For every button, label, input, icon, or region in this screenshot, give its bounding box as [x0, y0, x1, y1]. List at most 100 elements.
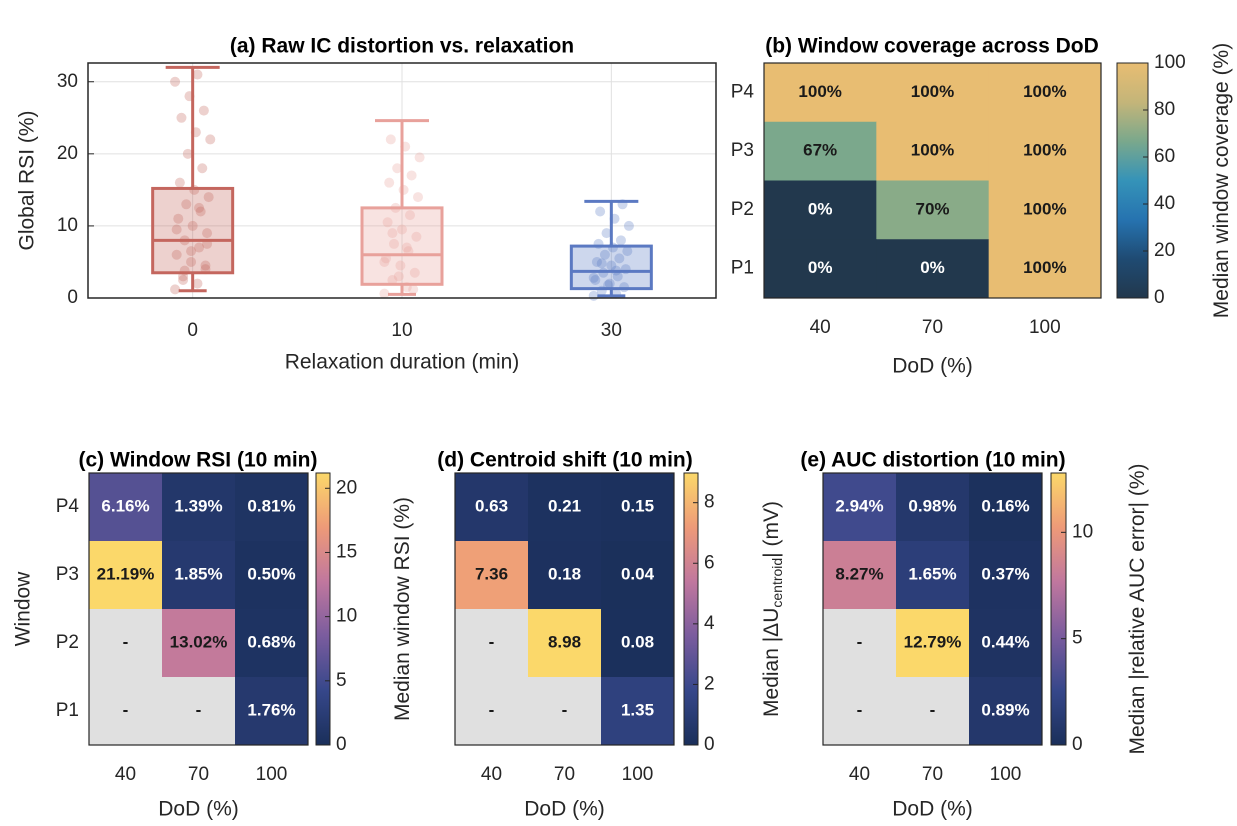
- point: [401, 242, 412, 253]
- y-tick-label: P1: [731, 258, 754, 279]
- point: [200, 264, 211, 275]
- x-tick-label: 70: [922, 764, 943, 785]
- point: [186, 246, 197, 257]
- point: [187, 220, 198, 231]
- heat-cell: [876, 239, 990, 299]
- y-tick-label: P1: [56, 700, 79, 721]
- colorbar-label: Median |relative AUC error| (%): [1126, 464, 1149, 755]
- point: [182, 148, 193, 159]
- heat-cell: [235, 609, 309, 678]
- cell-label: 12.79%: [904, 632, 962, 651]
- heat-cell: [896, 609, 970, 678]
- point: [195, 206, 206, 217]
- point: [604, 278, 615, 289]
- point: [178, 274, 189, 285]
- colorbar-tick-label: 2: [704, 673, 715, 694]
- axes-frame: [822, 472, 1043, 746]
- heat-cell: [455, 473, 529, 542]
- heat-cell: [896, 677, 970, 746]
- heat-cell: [528, 473, 602, 542]
- heat-cell: [764, 180, 877, 240]
- x-axis-label: DoD (%): [524, 798, 605, 821]
- heat-cell: [988, 239, 1102, 299]
- x-axis-label: DoD (%): [158, 798, 239, 821]
- colorbar-tick-label: 4: [704, 613, 715, 634]
- cell-label: 0.15: [621, 496, 654, 515]
- point: [620, 264, 631, 275]
- point: [609, 213, 620, 224]
- colorbar: [315, 472, 331, 746]
- cell-label: 67%: [803, 141, 837, 160]
- cell-label: -: [123, 700, 129, 719]
- heat-cell: [876, 121, 990, 181]
- point: [381, 253, 391, 264]
- point: [186, 256, 197, 267]
- point: [619, 282, 630, 293]
- y-tick-label: P2: [731, 199, 754, 220]
- colorbar-tick-label: 0: [336, 734, 347, 755]
- y-axis-label: Global RSI (%): [16, 110, 39, 250]
- y-axis-label: Window: [12, 571, 35, 647]
- point: [200, 260, 211, 271]
- x-tick-label: 100: [1029, 317, 1061, 338]
- y-tick-label: P3: [56, 564, 79, 585]
- colorbar-tick-label: 20: [1154, 240, 1175, 261]
- cell-label: -: [489, 700, 495, 719]
- heat-cell: [528, 677, 602, 746]
- heat-cell: [89, 473, 163, 542]
- colorbar-tick-label: 6: [704, 552, 715, 573]
- heat-cell: [764, 121, 877, 181]
- cell-label: 100%: [911, 141, 954, 160]
- y-tick-label: P3: [731, 140, 754, 161]
- point: [612, 271, 623, 282]
- cell-label: 0.81%: [247, 496, 295, 515]
- colorbar-label-part: Median |relative AUC error| (%): [1126, 464, 1149, 755]
- x-tick-label: 100: [622, 764, 654, 785]
- heat-cell: [528, 541, 602, 610]
- cell-label: 1.76%: [247, 700, 295, 719]
- heat-cell: [988, 63, 1102, 123]
- axes-frame: [88, 472, 309, 746]
- colorbar: [1116, 62, 1149, 299]
- panel-title: (e) AUC distortion (10 min): [800, 449, 1065, 472]
- point: [596, 285, 607, 296]
- x-tick-label: 70: [188, 764, 209, 785]
- cell-label: 100%: [1023, 82, 1066, 101]
- x-tick-label: 30: [601, 320, 622, 341]
- cell-label: 7.36: [475, 564, 508, 583]
- point: [596, 258, 607, 269]
- colorbar-tick-label: 5: [1072, 628, 1083, 649]
- x-tick-label: 40: [481, 764, 502, 785]
- point: [395, 260, 406, 271]
- cell-label: 100%: [1023, 141, 1066, 160]
- colorbar-tick-label: 0: [1072, 734, 1083, 755]
- point: [413, 192, 423, 203]
- point: [192, 69, 203, 80]
- cell-label: 0%: [808, 199, 833, 218]
- x-tick-label: 40: [115, 764, 136, 785]
- heat-cell: [235, 677, 309, 746]
- point: [194, 202, 205, 213]
- heat-cell: [764, 63, 877, 123]
- x-tick-label: 10: [391, 320, 412, 341]
- point: [198, 105, 209, 116]
- heat-cell: [89, 609, 163, 678]
- point: [623, 220, 634, 231]
- cell-label: 0.98%: [908, 496, 956, 515]
- colorbar-tick-label: 8: [704, 492, 715, 513]
- colorbar-tick-label: 15: [336, 541, 357, 562]
- cell-label: 0.44%: [981, 632, 1029, 651]
- colorbar-label-part: centroid: [769, 558, 785, 608]
- cell-label: -: [857, 700, 863, 719]
- cell-label: 0.37%: [981, 564, 1029, 583]
- colorbar-tick-label: 40: [1154, 193, 1175, 214]
- point: [173, 213, 184, 224]
- point: [615, 235, 626, 246]
- heat-cell: [969, 473, 1043, 542]
- point: [179, 235, 190, 246]
- x-tick-label: 70: [922, 317, 943, 338]
- x-axis-label: DoD (%): [892, 798, 973, 821]
- cell-label: -: [930, 700, 936, 719]
- cell-label: 0%: [808, 258, 833, 277]
- cell-label: 0.89%: [981, 700, 1029, 719]
